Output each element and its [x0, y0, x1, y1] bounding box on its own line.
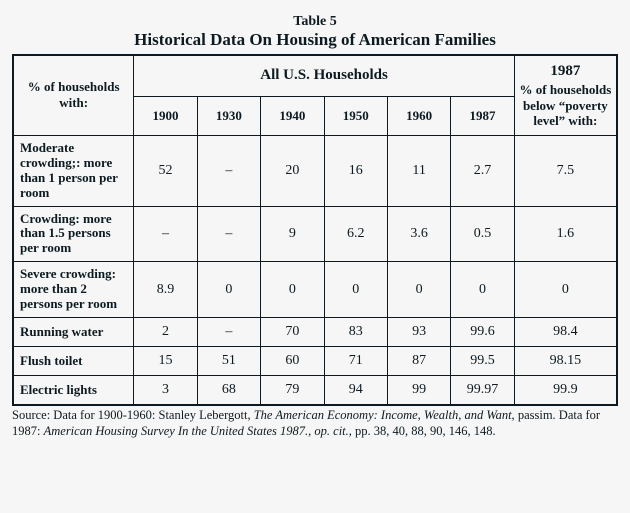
poverty-year: 1987: [519, 62, 612, 80]
year-header-2: 1940: [261, 96, 324, 135]
poverty-cell: 7.5: [514, 135, 617, 206]
source-italic-1: The American Economy: Income, Wealth, an…: [254, 408, 515, 422]
data-cell: 93: [387, 318, 450, 347]
table-row: Electric lights36879949999.9799.9: [13, 376, 617, 406]
year-header-1: 1930: [197, 96, 260, 135]
data-cell: 70: [261, 318, 324, 347]
data-cell: 99: [387, 376, 450, 406]
data-cell: 71: [324, 347, 387, 376]
data-cell: –: [197, 135, 260, 206]
poverty-cell: 98.4: [514, 318, 617, 347]
source-suffix: pp. 38, 40, 88, 90, 146, 148.: [352, 424, 496, 438]
data-cell: 0: [197, 262, 260, 318]
table-title: Historical Data On Housing of American F…: [12, 30, 618, 50]
data-cell: 9: [261, 206, 324, 262]
data-cell: 52: [134, 135, 197, 206]
table-body: Moderate crowding;: more than 1 person p…: [13, 135, 617, 405]
year-header-3: 1950: [324, 96, 387, 135]
table-number: Table 5: [12, 14, 618, 30]
data-cell: 87: [387, 347, 450, 376]
year-header-5: 1987: [451, 96, 514, 135]
data-cell: 60: [261, 347, 324, 376]
superheader-all-households: All U.S. Households: [134, 55, 514, 96]
poverty-cell: 98.15: [514, 347, 617, 376]
data-cell: 0: [324, 262, 387, 318]
year-header-4: 1960: [387, 96, 450, 135]
table-row: Crowding: more than 1.5 persons per room…: [13, 206, 617, 262]
left-column-header: % of households with:: [13, 55, 134, 135]
data-cell: 99.6: [451, 318, 514, 347]
table-row: Running water2–70839399.698.4: [13, 318, 617, 347]
row-label: Severe crowding: more than 2 persons per…: [13, 262, 134, 318]
data-cell: 6.2: [324, 206, 387, 262]
source-note: Source: Data for 1900-1960: Stanley Lebe…: [12, 408, 618, 439]
table-row: Flush toilet155160718799.598.15: [13, 347, 617, 376]
source-prefix: Source: Data for 1900-1960: Stanley Lebe…: [12, 408, 254, 422]
data-cell: 2.7: [451, 135, 514, 206]
table-row: Moderate crowding;: more than 1 person p…: [13, 135, 617, 206]
data-cell: 16: [324, 135, 387, 206]
poverty-header-text: % of households below “poverty level” wi…: [520, 82, 612, 128]
year-header-0: 1900: [134, 96, 197, 135]
row-label: Running water: [13, 318, 134, 347]
data-cell: 3.6: [387, 206, 450, 262]
poverty-cell: 1.6: [514, 206, 617, 262]
housing-data-table: % of households with: All U.S. Household…: [12, 54, 618, 406]
data-cell: 20: [261, 135, 324, 206]
row-label: Moderate crowding;: more than 1 person p…: [13, 135, 134, 206]
row-label: Crowding: more than 1.5 persons per room: [13, 206, 134, 262]
row-label: Electric lights: [13, 376, 134, 406]
data-cell: 99.97: [451, 376, 514, 406]
data-cell: 51: [197, 347, 260, 376]
table-row: Severe crowding: more than 2 persons per…: [13, 262, 617, 318]
poverty-cell: 99.9: [514, 376, 617, 406]
data-cell: 68: [197, 376, 260, 406]
row-label: Flush toilet: [13, 347, 134, 376]
data-cell: 0: [261, 262, 324, 318]
data-cell: 99.5: [451, 347, 514, 376]
data-cell: –: [134, 206, 197, 262]
data-cell: –: [197, 318, 260, 347]
data-cell: 2: [134, 318, 197, 347]
data-cell: 0: [387, 262, 450, 318]
data-cell: 15: [134, 347, 197, 376]
data-cell: –: [197, 206, 260, 262]
data-cell: 0.5: [451, 206, 514, 262]
data-cell: 83: [324, 318, 387, 347]
poverty-column-header: 1987 % of households below “poverty leve…: [514, 55, 617, 135]
data-cell: 94: [324, 376, 387, 406]
data-cell: 11: [387, 135, 450, 206]
data-cell: 0: [451, 262, 514, 318]
source-italic-2: American Housing Survey In the United St…: [44, 424, 352, 438]
data-cell: 3: [134, 376, 197, 406]
poverty-cell: 0: [514, 262, 617, 318]
data-cell: 79: [261, 376, 324, 406]
data-cell: 8.9: [134, 262, 197, 318]
